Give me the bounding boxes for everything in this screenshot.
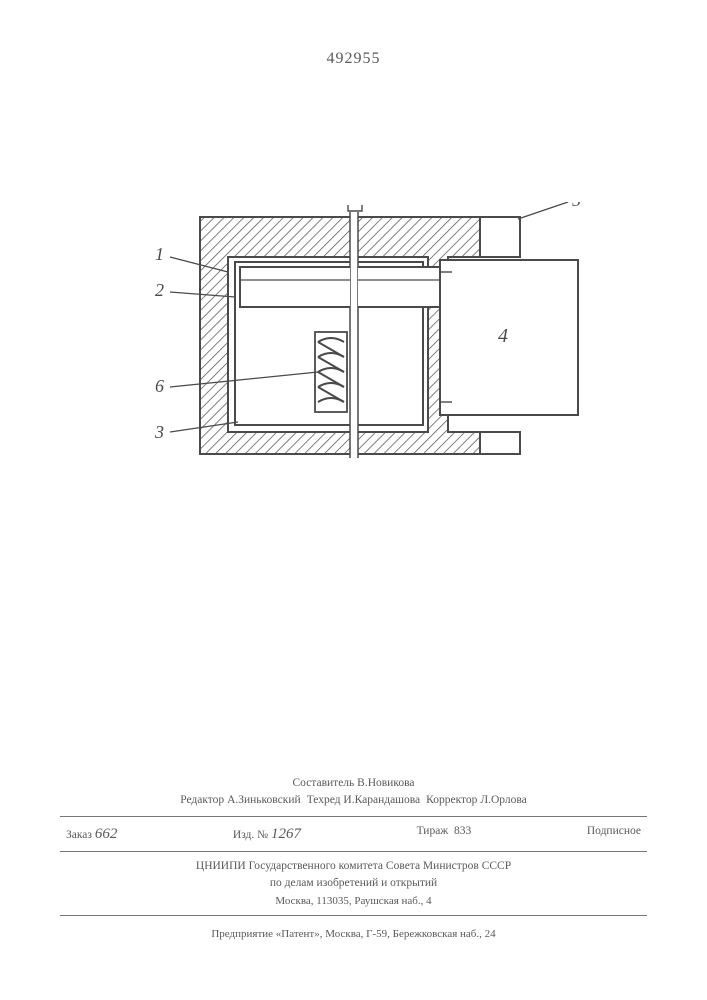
label-2: 2 (155, 280, 164, 300)
corrector-name: Л.Орлова (480, 794, 526, 806)
editor-name: А.Зиньковский (227, 794, 301, 806)
corrector-label: Корректор (426, 794, 477, 806)
publisher: Предприятие «Патент», Москва, Г-59, Бере… (60, 926, 647, 943)
podpisnoe: Подписное (587, 823, 641, 846)
editor-label: Редактор (180, 794, 224, 806)
izd-no: 1267 (271, 826, 301, 842)
tirazh-val: 833 (454, 825, 471, 837)
org-addr: Москва, 113035, Раушская наб., 4 (60, 893, 647, 910)
techred-name: И.Карандашова (343, 794, 420, 806)
label-1: 1 (155, 244, 164, 264)
label-6: 6 (155, 376, 164, 396)
document-number: 492955 (0, 50, 707, 68)
label-5: 5 (572, 202, 581, 210)
tirazh-label: Тираж (417, 825, 449, 837)
izd-label: Изд. № (233, 829, 268, 841)
compiler-name: В.Новикова (357, 777, 414, 789)
org-line1: ЦНИИПИ Государственного комитета Совета … (60, 858, 647, 875)
techred-label: Техред (307, 794, 341, 806)
label-3: 3 (154, 422, 164, 442)
technical-diagram: 1 2 3 4 5 6 (140, 202, 590, 482)
order-label: Заказ (66, 829, 92, 841)
footer-block: Составитель В.Новикова Редактор А.Зинько… (60, 775, 647, 943)
label-4: 4 (498, 325, 508, 347)
org-line2: по делам изобретений и открытий (60, 875, 647, 892)
compiler-label: Составитель (293, 777, 355, 789)
order-no: 662 (95, 826, 118, 842)
